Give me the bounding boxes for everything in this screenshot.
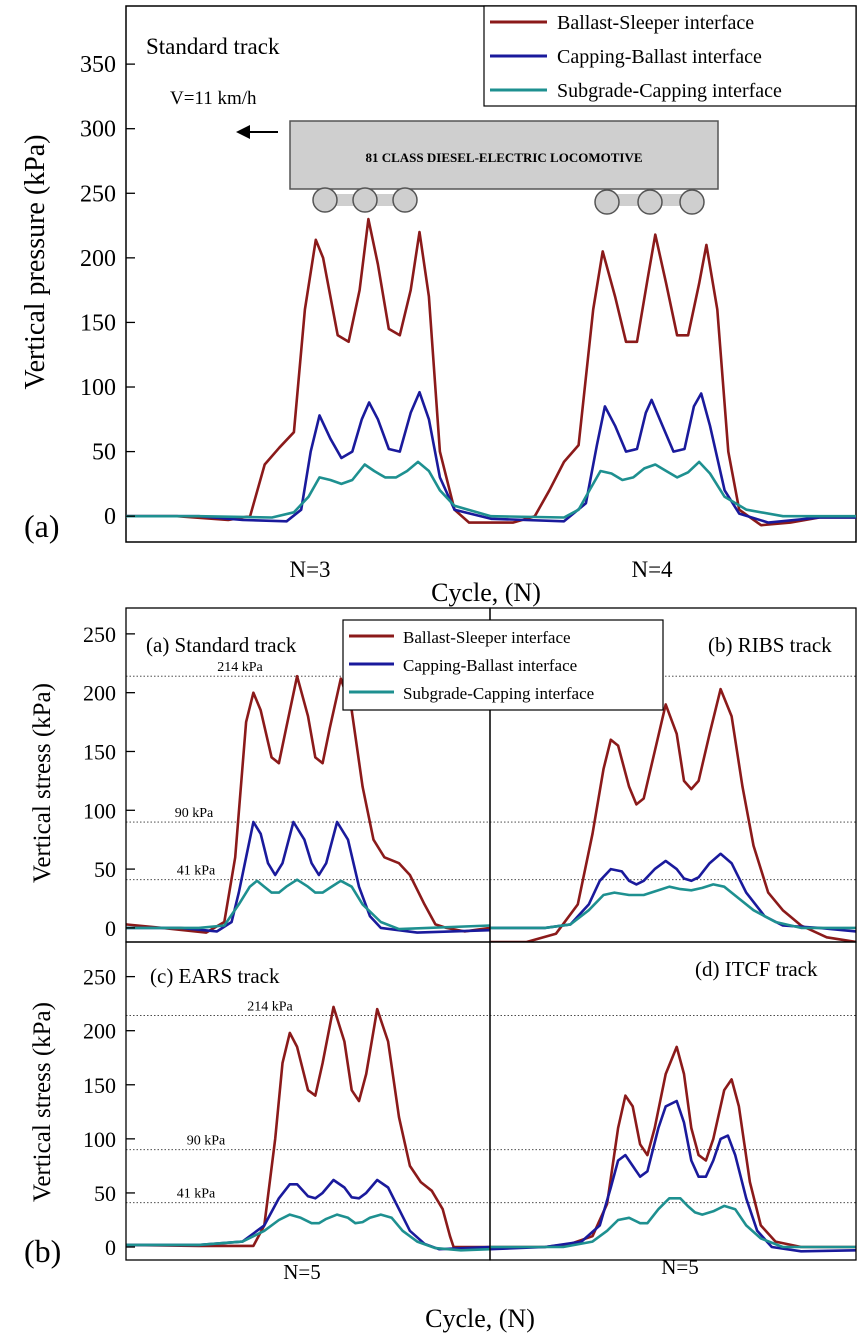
reference-label-214: 214 kPa	[217, 660, 263, 675]
subplot-ears-track: 214 kPa 90 kPa 41 kPa 0 50 100 150 200 250	[83, 941, 491, 1261]
y-tick-label: 150	[80, 310, 116, 336]
wheel-icon	[312, 187, 338, 213]
subplot-c-ylabel: Vertical stress (kPa)	[29, 1002, 56, 1202]
reference-label-41: 41 kPa	[177, 1187, 216, 1202]
panel-a: 0 50 100 150 200 250 300 350 Standard track V=1…	[20, 5, 857, 607]
wheel-icon	[637, 189, 663, 215]
reference-label-90: 90 kPa	[175, 806, 214, 821]
legend-label-capping-ballast: Capping-Ballast interface	[557, 46, 762, 68]
legend-label-ballast-sleeper: Ballast-Sleeper interface	[557, 12, 754, 34]
subplot-a-title: (a) Standard track	[146, 633, 297, 657]
direction-arrow-icon	[236, 125, 278, 139]
locomotive-body	[289, 120, 719, 190]
y-tick-label: 200	[83, 1019, 116, 1044]
subplot-b-title: (b) RIBS track	[708, 633, 832, 657]
reference-label-90: 90 kPa	[187, 1134, 226, 1149]
y-tick-label: 350	[80, 52, 116, 78]
y-tick-label: 250	[83, 622, 116, 647]
y-tick-label: 0	[105, 916, 116, 941]
series-line-capping-ballast-interface	[126, 390, 856, 524]
subplot-c-xtick: N=5	[283, 1260, 321, 1284]
y-tick-label: 150	[83, 739, 116, 764]
wheel-icon	[352, 187, 378, 213]
y-tick-label: 100	[80, 375, 116, 401]
speed-annotation: V=11 km/h	[170, 88, 257, 109]
subplot-d-title: (d) ITCF track	[695, 957, 818, 981]
panel-a-plot-area	[126, 217, 856, 527]
wheel-icon	[594, 189, 620, 215]
series-line-subgrade-capping-interface	[126, 1213, 490, 1252]
series-line-ballast-sleeper-interface	[490, 1045, 856, 1249]
wheel-icon	[392, 187, 418, 213]
locomotive-drawing: 81 CLASS DIESEL-ELECTRIC LOCOMOTIVE	[289, 120, 719, 215]
subplot-standard-track: 214 kPa 90 kPa 41 kPa 0 50 100 150 200 250	[83, 607, 491, 943]
panel-a-title: Standard track	[146, 34, 280, 59]
subplot-a-ylabel: Vertical stress (kPa)	[29, 683, 56, 883]
reference-label-214: 214 kPa	[247, 1000, 293, 1015]
locomotive-label: 81 CLASS DIESEL-ELECTRIC LOCOMOTIVE	[365, 150, 642, 165]
series-line-capping-ballast-interface	[126, 820, 490, 934]
panel-b: 214 kPa 90 kPa 41 kPa 0 50 100 150 200 250 214 k…	[24, 607, 857, 1333]
subplot-d-xtick: N=5	[661, 1255, 699, 1279]
series-line-subgrade-capping-interface	[126, 878, 490, 931]
series-line-ballast-sleeper-interface	[126, 217, 856, 527]
y-tick-label: 0	[105, 1235, 116, 1260]
series-line-capping-ballast-interface	[490, 1099, 856, 1253]
panel-a-xtick-n3: N=3	[289, 557, 330, 582]
series-line-capping-ballast-interface	[126, 1178, 490, 1251]
figure-label-b: (b)	[24, 1233, 61, 1269]
subplot-frame	[125, 941, 491, 1261]
panel-b-xlabel: Cycle, (N)	[425, 1304, 535, 1333]
y-tick-label: 50	[94, 857, 116, 882]
panel-a-legend: Ballast-Sleeper interface Capping-Ballas…	[483, 5, 857, 107]
panel-a-ylabel: Vertical pressure (kPa)	[20, 134, 51, 389]
series-line-ballast-sleeper-interface	[490, 687, 856, 942]
wheel-icon	[679, 189, 705, 215]
y-tick-label: 50	[92, 440, 116, 466]
subplot-itcf-track	[489, 941, 857, 1261]
reference-label-41: 41 kPa	[177, 864, 216, 879]
y-tick-label: 50	[94, 1181, 116, 1206]
series-line-capping-ballast-interface	[490, 852, 856, 933]
y-tick-label: 100	[83, 1127, 116, 1152]
panel-a-y-axis: 0 50 100 150 200 250 300 350	[80, 52, 135, 530]
legend-label-subgrade-capping: Subgrade-Capping interface	[557, 80, 782, 102]
legend-label-ballast-sleeper: Ballast-Sleeper interface	[403, 628, 571, 647]
y-tick-label: 100	[83, 798, 116, 823]
legend-label-subgrade-capping: Subgrade-Capping interface	[403, 684, 594, 703]
series-line-subgrade-capping-interface	[126, 460, 856, 519]
y-tick-label: 200	[80, 246, 116, 272]
y-tick-label: 250	[80, 181, 116, 207]
series-line-ballast-sleeper-interface	[126, 674, 490, 934]
y-tick-label: 250	[83, 965, 116, 990]
series-line-subgrade-capping-interface	[490, 883, 856, 930]
y-tick-label: 0	[104, 504, 116, 530]
series-line-ballast-sleeper-interface	[126, 1005, 490, 1249]
subplot-frame	[489, 941, 857, 1261]
panel-a-xlabel: Cycle, (N)	[431, 578, 541, 607]
legend-box	[342, 619, 664, 711]
legend-label-capping-ballast: Capping-Ballast interface	[403, 656, 577, 675]
subplot-c-title: (c) EARS track	[150, 964, 280, 988]
y-tick-label: 300	[80, 117, 116, 143]
y-tick-label: 200	[83, 681, 116, 706]
panel-a-xtick-n4: N=4	[631, 557, 673, 582]
panel-b-legend: Ballast-Sleeper interface Capping-Ballas…	[342, 619, 664, 711]
figure-label-a: (a)	[24, 508, 60, 544]
series-line-subgrade-capping-interface	[490, 1197, 856, 1249]
y-tick-label: 150	[83, 1073, 116, 1098]
